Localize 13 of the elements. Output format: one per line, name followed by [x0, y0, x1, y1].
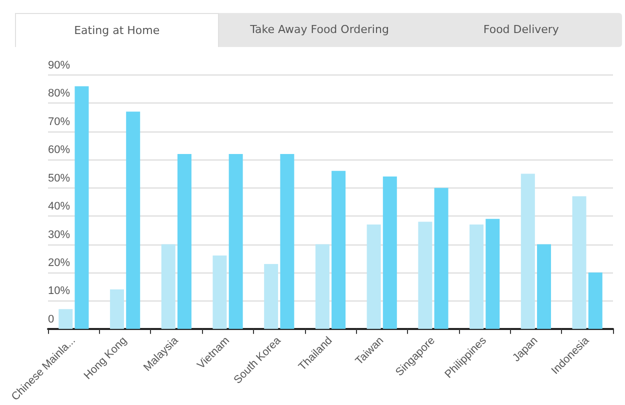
- y-tick-label: 40%: [48, 200, 70, 213]
- y-tick-label: 0: [48, 313, 54, 326]
- y-tick-label: 70%: [48, 116, 70, 128]
- y-tick-label: 30%: [48, 228, 70, 241]
- y-tick-label: 10%: [48, 285, 70, 298]
- y-tick-label: 60%: [48, 144, 70, 156]
- y-tick-label: 50%: [48, 172, 70, 184]
- y-tick-label: 90%: [48, 60, 70, 72]
- y-tick-label: 80%: [48, 88, 70, 100]
- text: Eating at Home: [15, 13, 219, 47]
- text: Take Away Food Ordering: [249, 22, 390, 38]
- text: Food Delivery: [482, 22, 560, 38]
- y-tick-label: 20%: [48, 256, 70, 269]
